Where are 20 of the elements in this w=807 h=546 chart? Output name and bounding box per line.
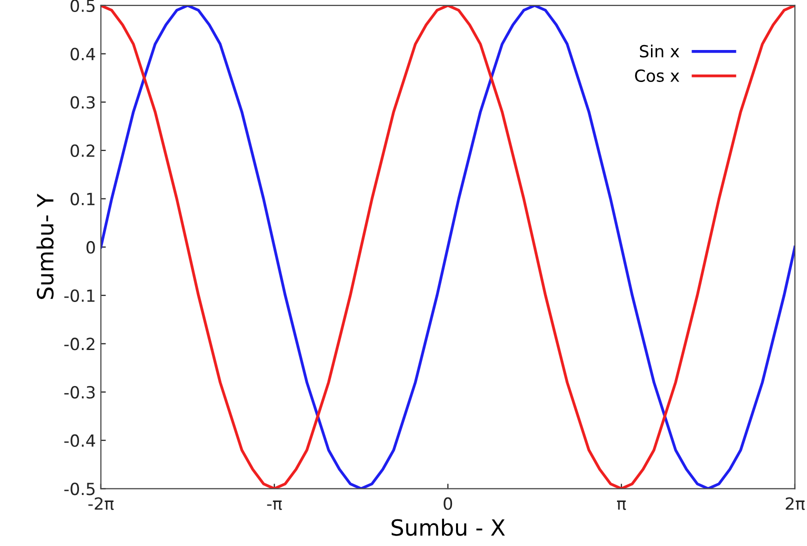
y-tick-label: 0.2	[70, 144, 94, 157]
legend-label: Cos x	[635, 69, 680, 82]
y-tick-label: 0.4	[70, 48, 96, 60]
y-tick-label: 0.1	[70, 192, 94, 206]
y-tick-label: -0.3	[64, 386, 95, 399]
x-tick-label: π	[617, 500, 626, 510]
y-axis-title: Sumbu- Y	[36, 194, 54, 299]
x-tick-label: -2π	[88, 497, 114, 510]
x-axis-title: Sumbu - X	[392, 518, 505, 536]
y-tick-label: -0.1	[64, 289, 94, 302]
x-tick-label: 0	[444, 497, 452, 510]
x-tick-label: 2π	[786, 497, 805, 510]
y-tick-label: 0	[86, 241, 95, 254]
y-tick-label: -0.5	[64, 482, 95, 496]
line-series	[100, 5, 795, 489]
legend-label: Sin x	[640, 44, 680, 58]
x-tick-label: -π	[267, 500, 282, 510]
y-tick-label: 0.3	[70, 96, 95, 109]
y-tick-label: -0.2	[64, 338, 94, 350]
y-tick-label: -0.4	[64, 434, 96, 447]
